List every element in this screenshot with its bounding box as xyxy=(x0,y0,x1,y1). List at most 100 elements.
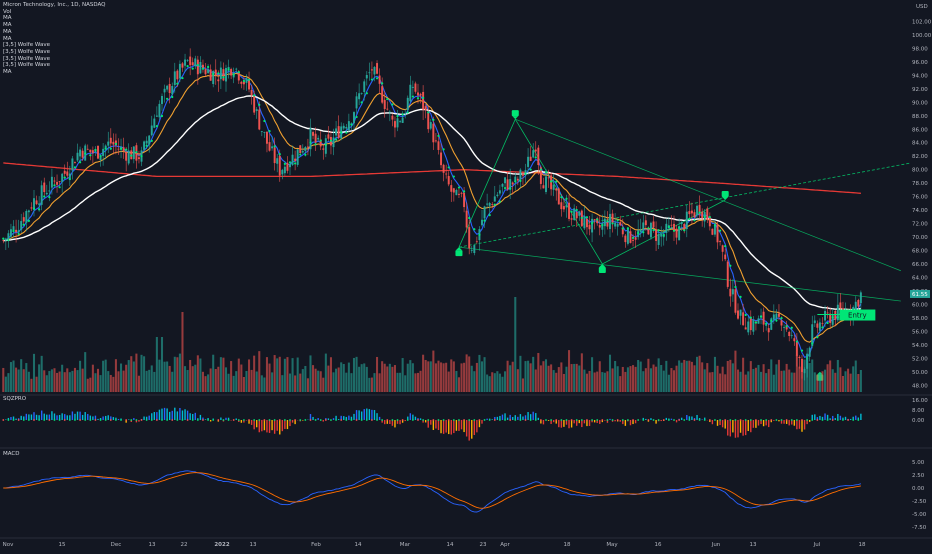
volume-bar xyxy=(309,355,311,392)
candle-body xyxy=(724,255,726,260)
signal-box xyxy=(455,250,462,256)
volume-bar xyxy=(788,370,790,392)
candle-body xyxy=(158,104,160,117)
indicator-label[interactable]: MA xyxy=(3,15,105,22)
candle-body xyxy=(537,148,539,165)
candle-body xyxy=(402,118,404,123)
volume-bar xyxy=(466,354,468,392)
symbol-title[interactable]: Micron Technology, Inc., 1D, NASDAQ xyxy=(3,2,105,9)
volume-bar xyxy=(396,373,398,392)
sqz-bar xyxy=(599,420,600,424)
volume-bar xyxy=(635,367,637,392)
volume-bar xyxy=(327,366,329,392)
sqz-bar xyxy=(768,420,769,427)
sqz-bar xyxy=(469,420,470,441)
indicator-label[interactable]: Vol xyxy=(3,9,105,16)
volume-bar xyxy=(404,375,406,392)
candle-body xyxy=(430,122,432,129)
sqz-bar xyxy=(750,420,751,432)
trend-dot xyxy=(391,103,393,105)
candle xyxy=(13,220,15,237)
indicator-label[interactable]: [3,5] Wolfe Wave xyxy=(3,62,105,69)
volume-bar xyxy=(266,357,268,392)
indicator-label[interactable]: MA xyxy=(3,36,105,43)
volume-bar xyxy=(778,360,780,392)
volume-bar xyxy=(586,374,588,392)
candle xyxy=(71,156,73,180)
sqz-bar xyxy=(33,412,34,420)
indicator-label[interactable]: MA xyxy=(3,22,105,29)
indicator-label[interactable]: MA xyxy=(3,69,105,76)
volume-bar xyxy=(97,369,99,392)
sqz-dot xyxy=(48,419,50,421)
sqz-dot xyxy=(760,419,762,421)
volume-bar xyxy=(798,367,800,392)
candle-body xyxy=(788,332,790,336)
candle xyxy=(43,178,45,197)
macd-label[interactable]: MACD xyxy=(3,451,20,457)
volume-bar xyxy=(821,371,823,392)
indicator-label[interactable]: MA xyxy=(3,29,105,36)
trend-dot xyxy=(340,131,342,133)
trend-dot xyxy=(586,216,588,218)
candle-body xyxy=(734,289,736,312)
candle-body xyxy=(56,182,58,185)
candle xyxy=(130,147,132,159)
sqz-dot xyxy=(612,419,614,421)
volume-bar xyxy=(512,362,514,392)
candle xyxy=(182,62,184,72)
candle-body xyxy=(66,171,68,175)
sqz-dot xyxy=(284,419,286,421)
volume-bar xyxy=(2,368,4,392)
sqz-bar xyxy=(79,412,80,420)
wolfe-upper-channel xyxy=(515,119,901,271)
volume-bar xyxy=(28,372,30,392)
volume-bar xyxy=(87,379,89,392)
sqz-dot xyxy=(704,419,706,421)
volume-bar xyxy=(430,361,432,392)
indicator-label[interactable]: [3,5] Wolfe Wave xyxy=(3,56,105,63)
candle-body xyxy=(412,87,414,88)
volume-bar xyxy=(448,372,450,392)
candle xyxy=(530,146,532,161)
sqz-bar xyxy=(323,420,324,422)
volume-bar xyxy=(422,355,424,392)
indicator-label[interactable]: [3,5] Wolfe Wave xyxy=(3,49,105,56)
volume-bar xyxy=(829,360,831,392)
trend-dot xyxy=(330,140,332,142)
ma-slow-line xyxy=(3,96,861,310)
sqz-dot xyxy=(591,419,593,421)
candle xyxy=(422,85,424,120)
candle xyxy=(642,215,644,237)
candle xyxy=(54,177,56,185)
candle-body xyxy=(376,63,378,74)
trend-dot xyxy=(581,217,583,219)
sqzpro-label[interactable]: SQZPRO xyxy=(3,396,26,402)
volume-bar xyxy=(125,365,127,392)
candle xyxy=(650,222,652,240)
signal-marker xyxy=(512,110,519,119)
candle-body xyxy=(182,63,184,67)
candle-body xyxy=(486,204,488,205)
volume-bar xyxy=(619,376,621,392)
volume-bar xyxy=(123,371,125,392)
candle xyxy=(432,117,434,150)
trend-dot xyxy=(678,227,680,229)
sqz-dot xyxy=(596,419,598,421)
sqz-bar xyxy=(174,408,175,420)
trend-dot xyxy=(463,190,465,192)
candle xyxy=(222,62,224,81)
sqz-dot xyxy=(33,419,35,421)
candle-body xyxy=(594,219,596,220)
candle xyxy=(299,145,301,153)
signal-marker xyxy=(599,264,606,273)
trend-dot xyxy=(402,113,404,115)
candle-body xyxy=(855,302,857,311)
trend-dot xyxy=(299,153,301,155)
indicator-label[interactable]: [3,5] Wolfe Wave xyxy=(3,42,105,49)
volume-bar xyxy=(755,368,757,392)
sqz-bar xyxy=(799,420,800,429)
volume-bar xyxy=(814,372,816,392)
volume-bar xyxy=(768,369,770,392)
